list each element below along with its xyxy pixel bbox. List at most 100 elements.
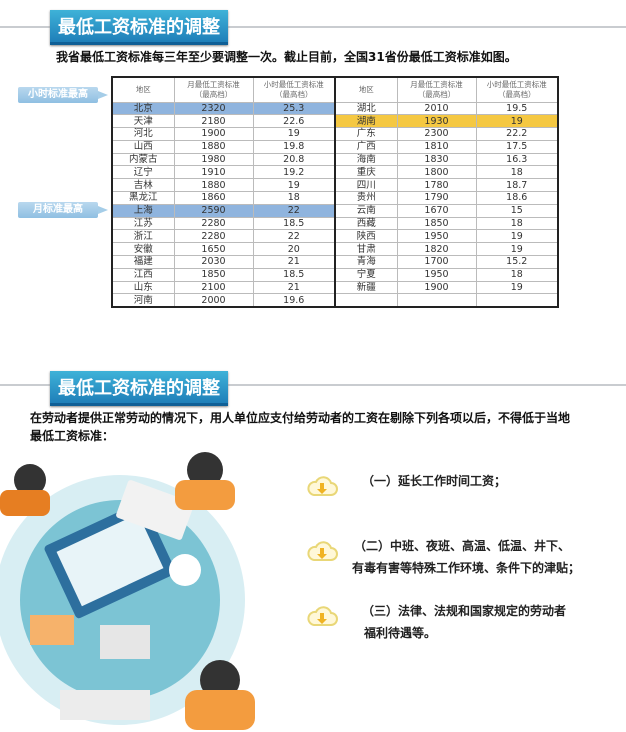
cell-hourly: 15.2: [475, 255, 559, 269]
cell-region: 云南: [334, 203, 398, 218]
table-row: 天津 2180 22.6 湖南 1930 19: [111, 114, 559, 129]
cell-region: 辽宁: [111, 165, 175, 180]
cell-region: 重庆: [334, 165, 398, 180]
cell-hourly: 17.5: [475, 139, 559, 154]
table-header-row: 地区 月最低工资标准 （最高档） 小时最低工资标准 （最高档） 地区 月最低工资标准 （最高档…: [111, 76, 559, 103]
cell-hourly: 25.3: [252, 101, 336, 116]
cell-monthly: 1930: [396, 114, 477, 129]
cell-hourly: 19: [252, 178, 336, 193]
section-title: 最低工资标准的调整: [50, 10, 228, 45]
exclusion-item: （三）法律、法规和国家规定的劳动者 福利待遇等。: [362, 600, 566, 644]
cell-monthly: 1900: [396, 280, 477, 295]
cell-region: 新疆: [334, 280, 398, 295]
cell-hourly: 21: [252, 255, 336, 269]
cell-monthly: 1700: [396, 255, 477, 269]
cell-monthly: 2300: [396, 127, 477, 141]
cell-region: 海南: [334, 152, 398, 167]
cell-monthly: 1850: [396, 216, 477, 231]
cell-monthly: 2280: [173, 229, 254, 244]
cell-hourly: 19.5: [475, 101, 559, 116]
cell-monthly: 1910: [173, 165, 254, 180]
header-text: 月最低工资标准: [410, 79, 463, 89]
hourly-highest-tag: 小时标准最高: [18, 87, 108, 103]
office-desk-illustration: [0, 452, 255, 730]
exclusion-item: （二）中班、夜班、高温、低温、井下、 有毒有害等特殊工作环境、条件下的津贴；: [352, 535, 580, 579]
header-monthly: 月最低工资标准 （最高档）: [396, 76, 477, 103]
table-row: 辽宁 1910 19.2 重庆 1800 18: [111, 165, 559, 180]
cell-region: 内蒙古: [111, 152, 175, 167]
header-region: 地区: [111, 76, 175, 103]
cell-region: 天津: [111, 114, 175, 129]
cell-hourly: 18: [475, 216, 559, 231]
cell-hourly: 18: [252, 191, 336, 205]
cell-hourly: 22.6: [252, 114, 336, 129]
divider: [0, 384, 626, 386]
cell-hourly: 16.3: [475, 152, 559, 167]
cell-region: 广东: [334, 127, 398, 141]
cell-monthly: 1860: [173, 191, 254, 205]
cell-monthly: 2590: [173, 203, 254, 218]
cell-region: 西藏: [334, 216, 398, 231]
section-intro: 我省最低工资标准每三年至少要调整一次。截止目前，全国31省份最低工资标准如图。: [56, 50, 517, 64]
cell-region: 山东: [111, 280, 175, 295]
table-row: 浙江 2280 22 陕西 1950 19: [111, 229, 559, 244]
table-row: 河北 1900 19 广东 2300 22.2: [111, 127, 559, 141]
table-row: 福建 2030 21 青海 1700 15.2: [111, 255, 559, 269]
cell-hourly: 21: [252, 280, 336, 295]
table-row: 吉林 1880 19 四川 1780 18.7: [111, 178, 559, 193]
cell-region: 广西: [334, 139, 398, 154]
header-text: （最高档）: [498, 89, 536, 99]
table-row: 内蒙古 1980 20.8 海南 1830 16.3: [111, 152, 559, 167]
cell-region: 吉林: [111, 178, 175, 193]
cell-monthly: 1830: [396, 152, 477, 167]
table-row: 山西 1880 19.8 广西 1810 17.5: [111, 139, 559, 154]
cell-monthly: 2030: [173, 255, 254, 269]
cell-monthly: 1810: [396, 139, 477, 154]
item-line: （三）法律、法规和国家规定的劳动者: [362, 604, 567, 618]
cell-region: 湖南: [334, 114, 398, 129]
cell-region: 浙江: [111, 229, 175, 244]
cell-monthly: 1850: [173, 267, 254, 282]
cell-hourly: 20: [252, 242, 336, 257]
cell-monthly: 1980: [173, 152, 254, 167]
cell-region: 山西: [111, 139, 175, 154]
table-row: 黑龙江 1860 18 贵州 1790 18.6: [111, 191, 559, 205]
table-row: 北京 2320 25.3 湖北 2010 19.5: [111, 101, 559, 116]
cell-region: 江西: [111, 267, 175, 282]
cell-hourly: 19.6: [252, 293, 336, 308]
cell-hourly: 18: [475, 267, 559, 282]
cell-region: 黑龙江: [111, 191, 175, 205]
cell-hourly: 19: [475, 280, 559, 295]
cell-region: 四川: [334, 178, 398, 193]
cell-region: 福建: [111, 255, 175, 269]
cell-region: [334, 293, 398, 308]
cell-region: 湖北: [334, 101, 398, 116]
cell-monthly: [396, 293, 477, 308]
cell-monthly: 1950: [396, 267, 477, 282]
cell-hourly: 22: [252, 229, 336, 244]
cell-region: 贵州: [334, 191, 398, 205]
header-text: 小时最低工资标准: [263, 79, 324, 89]
cell-hourly: 18.6: [475, 191, 559, 205]
section-title: 最低工资标准的调整: [50, 371, 228, 406]
table-row: 江西 1850 18.5 宁夏 1950 18: [111, 267, 559, 282]
header-region: 地区: [334, 76, 398, 103]
cloud-download-icon: [307, 541, 338, 561]
cell-region: 上海: [111, 203, 175, 218]
header-text: （最高档）: [417, 89, 456, 99]
table-row: 山东 2100 21 新疆 1900 19: [111, 280, 559, 295]
exclusion-item: （一）延长工作时间工资；: [362, 470, 506, 492]
cell-hourly: 18.7: [475, 178, 559, 193]
section-intro: 在劳动者提供正常劳动的情况下，用人单位应支付给劳动者的工资在剔除下列各项以后，不…: [30, 409, 570, 445]
cell-monthly: 2100: [173, 280, 254, 295]
cell-monthly: 2180: [173, 114, 254, 129]
item-line: （一）延长工作时间工资；: [362, 474, 507, 488]
cell-region: 安徽: [111, 242, 175, 257]
cell-hourly: 18.5: [252, 267, 336, 282]
table-row: 上海 2590 22 云南 1670 15: [111, 203, 559, 218]
wage-table: 地区 月最低工资标准 （最高档） 小时最低工资标准 （最高档） 地区 月最低工资标准 （最高档…: [111, 76, 559, 308]
table-row: 安徽 1650 20 甘肃 1820 19: [111, 242, 559, 257]
cell-region: 河北: [111, 127, 175, 141]
item-line: 福利待遇等。: [364, 626, 437, 640]
cell-hourly: 20.8: [252, 152, 336, 167]
